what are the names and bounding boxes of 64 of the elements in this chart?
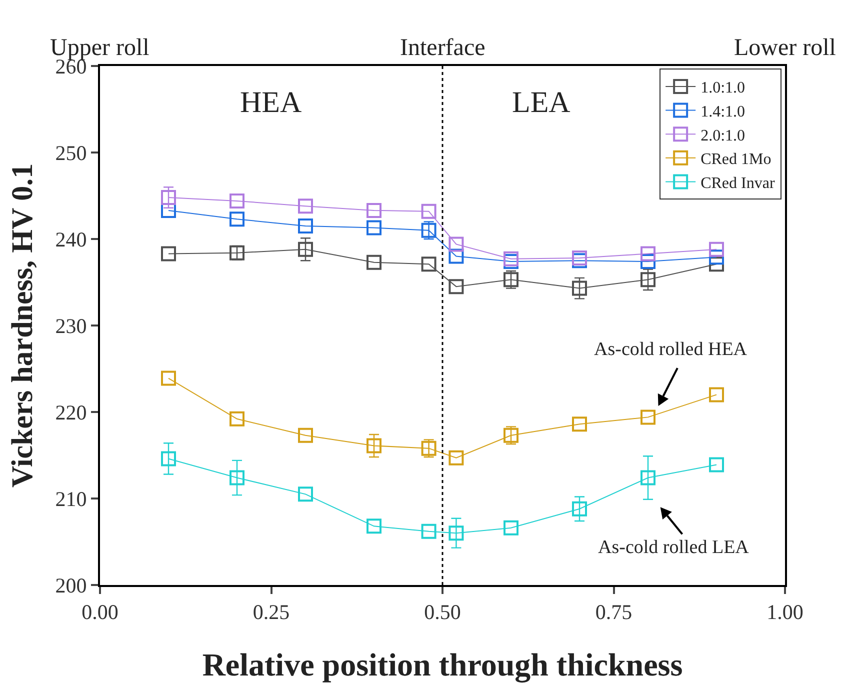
point	[448, 279, 464, 294]
point	[709, 256, 724, 272]
point	[640, 272, 656, 288]
point	[448, 248, 464, 264]
point	[421, 204, 436, 219]
point	[366, 254, 382, 270]
point	[640, 246, 656, 262]
point	[230, 411, 244, 426]
point	[421, 524, 436, 539]
point	[572, 501, 587, 516]
text: Lower roll	[734, 35, 836, 61]
annotation: As-cold rolled LEA	[598, 537, 750, 558]
point	[298, 218, 313, 234]
point	[161, 190, 176, 205]
point	[448, 236, 464, 252]
point	[640, 254, 656, 269]
point	[421, 256, 436, 272]
legend-label: 1.0:1.0	[700, 80, 746, 97]
annotation: LEA	[512, 86, 571, 119]
y-axis-title: Vickers hardness, HV 0.1	[6, 163, 39, 488]
point	[448, 526, 464, 541]
y-tick-label: 240	[55, 227, 87, 252]
x-axis-title: Relative position through thickness	[202, 646, 683, 684]
point	[161, 451, 176, 466]
y-tick-label: 250	[55, 140, 87, 165]
x-tick-label: 1.00	[766, 600, 804, 624]
point	[709, 242, 724, 257]
legend-label: 1.4:1.0	[700, 104, 746, 121]
point	[572, 416, 587, 432]
legend-label: 2.0:1.0	[700, 127, 746, 144]
point	[230, 193, 244, 208]
point	[366, 202, 382, 218]
x-tick-label: 0.75	[595, 600, 632, 624]
y-tick-label: 200	[55, 573, 87, 598]
legend-label: CRed 1Mo	[700, 151, 772, 168]
point	[709, 250, 724, 265]
x-tick-label: 0.25	[252, 600, 290, 624]
y-tick-label: 210	[55, 486, 87, 511]
point	[366, 438, 382, 454]
point	[448, 450, 464, 466]
x-tick-label: 0.00	[82, 600, 118, 624]
point	[640, 410, 656, 425]
point	[640, 470, 656, 486]
point	[230, 212, 244, 227]
legend-label: CRed Invar	[700, 174, 776, 192]
text: Interface	[400, 35, 486, 61]
point	[161, 246, 176, 262]
x-tick-label: 0.50	[424, 600, 461, 624]
point	[298, 486, 313, 502]
point	[709, 457, 724, 472]
annotation: HEA	[240, 86, 302, 119]
point	[709, 387, 724, 402]
point	[504, 520, 518, 536]
point	[366, 220, 382, 236]
point	[298, 242, 313, 257]
point	[161, 370, 176, 386]
y-tick-label: 230	[55, 314, 87, 338]
point	[230, 470, 244, 486]
point	[298, 428, 313, 443]
point	[366, 518, 382, 534]
point	[298, 198, 313, 214]
annotation: As-cold rolled HEA	[594, 339, 748, 360]
y-tick-label: 220	[55, 400, 87, 424]
point	[572, 280, 587, 296]
